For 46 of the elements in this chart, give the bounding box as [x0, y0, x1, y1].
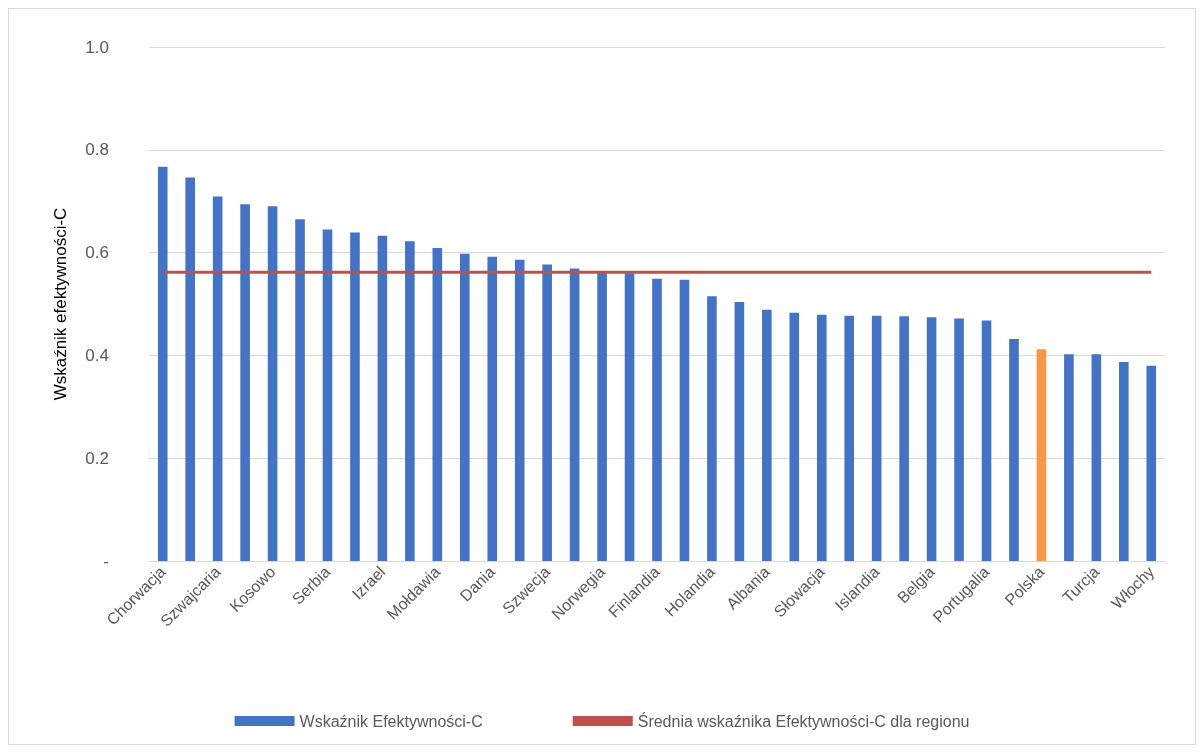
bar	[871, 315, 882, 561]
bar	[350, 232, 360, 561]
y-tick-label: 0.2	[85, 448, 109, 468]
bar	[899, 316, 909, 561]
bar	[405, 241, 415, 561]
bar	[459, 253, 470, 561]
bar	[816, 314, 827, 561]
bar	[707, 296, 717, 561]
bar	[377, 235, 388, 561]
bar	[1009, 338, 1019, 561]
bar	[1119, 362, 1129, 561]
bar	[487, 256, 498, 561]
bar	[514, 259, 525, 561]
bar	[295, 219, 305, 561]
legend-label: Wskaźnik Efektywności-C	[299, 712, 483, 730]
bar	[1064, 354, 1074, 561]
bar	[157, 166, 168, 561]
bar	[185, 177, 195, 561]
bar	[432, 247, 443, 561]
bar	[789, 312, 800, 561]
y-axis-title: Wskaźnik efektywności-C	[51, 207, 70, 401]
y-tick-label: 0.8	[85, 140, 109, 160]
bar	[734, 301, 745, 561]
bar	[762, 309, 772, 561]
bar	[652, 278, 662, 561]
bar	[240, 204, 250, 561]
bar	[1091, 354, 1102, 561]
bar	[844, 315, 855, 561]
y-tick-label: 0.6	[85, 243, 109, 263]
bar	[1036, 349, 1047, 561]
y-tick-label: 1.0	[85, 37, 109, 57]
bar	[322, 229, 333, 561]
bar	[267, 206, 278, 561]
bar	[212, 196, 223, 561]
bar	[597, 272, 607, 561]
bar	[624, 273, 635, 561]
bar	[542, 264, 552, 561]
bar	[926, 317, 937, 561]
bar	[1146, 365, 1157, 561]
y-tick-label: -	[103, 551, 109, 571]
bar	[569, 268, 580, 561]
bar	[679, 279, 690, 561]
bar	[981, 320, 992, 561]
bar	[954, 318, 964, 561]
y-tick-label: 0.4	[85, 345, 109, 365]
legend-label: Średnia wskaźnika Efektywności-C dla regionu	[637, 711, 970, 730]
